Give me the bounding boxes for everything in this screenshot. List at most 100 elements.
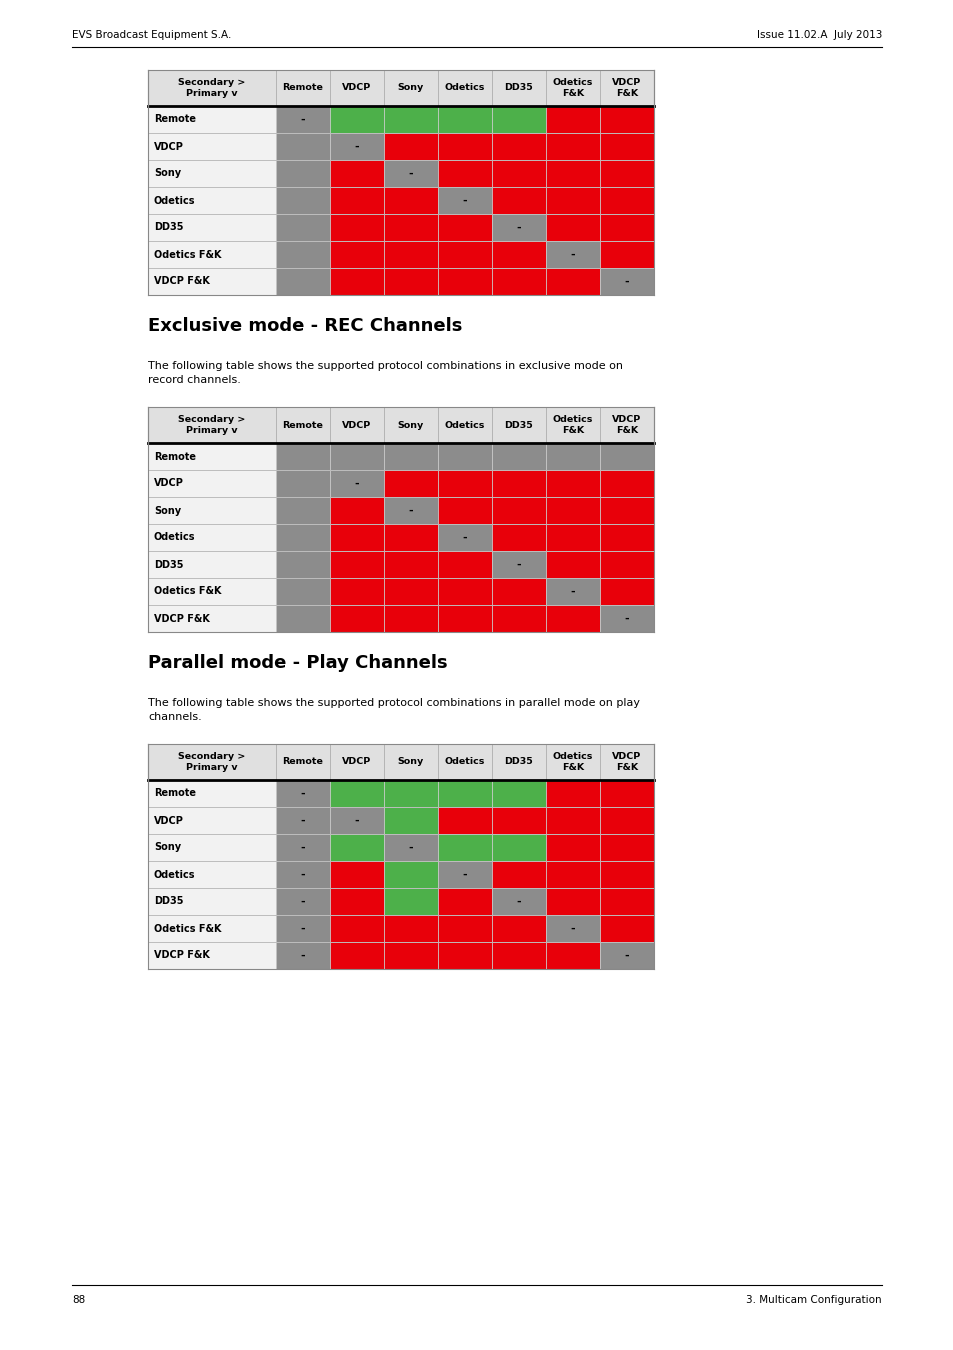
Bar: [437, 780, 492, 807]
Bar: [437, 605, 492, 632]
Bar: [148, 242, 275, 269]
Bar: [492, 524, 545, 551]
Text: VDCP
F&K: VDCP F&K: [612, 752, 641, 772]
Text: Odetics: Odetics: [153, 196, 195, 205]
Bar: [545, 861, 599, 888]
Bar: [384, 888, 437, 915]
Bar: [384, 406, 437, 443]
Bar: [384, 497, 437, 524]
Text: Odetics: Odetics: [153, 869, 195, 879]
Bar: [384, 578, 437, 605]
Text: -: -: [462, 196, 467, 205]
Bar: [545, 497, 599, 524]
Bar: [330, 443, 384, 470]
Bar: [384, 134, 437, 161]
Bar: [330, 470, 384, 497]
Bar: [437, 70, 492, 107]
Text: 3. Multicam Configuration: 3. Multicam Configuration: [745, 1295, 882, 1305]
Bar: [545, 551, 599, 578]
Bar: [148, 807, 275, 834]
Bar: [437, 107, 492, 134]
Bar: [384, 942, 437, 969]
Bar: [599, 861, 654, 888]
Text: Remote: Remote: [282, 757, 323, 767]
Text: -: -: [300, 788, 305, 798]
Text: -: -: [408, 169, 413, 178]
Text: Sony: Sony: [397, 420, 424, 429]
Text: Sony: Sony: [397, 84, 424, 93]
Bar: [384, 215, 437, 242]
Text: Remote: Remote: [282, 84, 323, 93]
Text: VDCP
F&K: VDCP F&K: [612, 416, 641, 435]
Bar: [384, 188, 437, 215]
Text: -: -: [624, 277, 629, 286]
Text: -: -: [408, 842, 413, 852]
Bar: [275, 915, 330, 942]
Bar: [437, 744, 492, 780]
Bar: [275, 443, 330, 470]
Bar: [599, 497, 654, 524]
Text: -: -: [570, 923, 575, 933]
Text: VDCP: VDCP: [342, 84, 372, 93]
Bar: [330, 215, 384, 242]
Bar: [599, 188, 654, 215]
Bar: [275, 780, 330, 807]
Bar: [492, 744, 545, 780]
Bar: [437, 134, 492, 161]
Bar: [545, 161, 599, 188]
Bar: [492, 834, 545, 861]
Text: Odetics
F&K: Odetics F&K: [552, 752, 593, 772]
Bar: [148, 524, 275, 551]
Text: Odetics: Odetics: [444, 84, 485, 93]
Text: -: -: [355, 815, 359, 825]
Bar: [545, 215, 599, 242]
Text: -: -: [570, 250, 575, 259]
Text: DD35: DD35: [504, 84, 533, 93]
Bar: [148, 744, 275, 780]
Bar: [275, 861, 330, 888]
Bar: [545, 915, 599, 942]
Text: Odetics
F&K: Odetics F&K: [552, 78, 593, 97]
Bar: [148, 780, 275, 807]
Text: Odetics: Odetics: [444, 757, 485, 767]
Bar: [437, 807, 492, 834]
Text: VDCP: VDCP: [342, 420, 372, 429]
Bar: [384, 605, 437, 632]
Bar: [384, 915, 437, 942]
Bar: [545, 780, 599, 807]
Bar: [330, 269, 384, 296]
Text: Odetics: Odetics: [444, 420, 485, 429]
Bar: [330, 551, 384, 578]
Bar: [492, 780, 545, 807]
Text: Exclusive mode - REC Channels: Exclusive mode - REC Channels: [148, 317, 462, 335]
Bar: [148, 406, 275, 443]
Text: Odetics F&K: Odetics F&K: [153, 250, 221, 259]
Text: Secondary >
Primary v: Secondary > Primary v: [178, 752, 246, 772]
Bar: [437, 861, 492, 888]
Bar: [275, 524, 330, 551]
Text: -: -: [462, 869, 467, 879]
Bar: [384, 744, 437, 780]
Bar: [275, 470, 330, 497]
Text: -: -: [462, 532, 467, 543]
Bar: [384, 443, 437, 470]
Bar: [492, 861, 545, 888]
Bar: [275, 215, 330, 242]
Bar: [148, 888, 275, 915]
Bar: [492, 215, 545, 242]
Bar: [330, 915, 384, 942]
Bar: [384, 807, 437, 834]
Bar: [148, 578, 275, 605]
Bar: [599, 524, 654, 551]
Bar: [275, 107, 330, 134]
Text: DD35: DD35: [153, 223, 183, 232]
Bar: [492, 242, 545, 269]
Bar: [437, 215, 492, 242]
Text: The following table shows the supported protocol combinations in parallel mode o: The following table shows the supported …: [148, 698, 639, 722]
Bar: [275, 807, 330, 834]
Bar: [437, 551, 492, 578]
Bar: [330, 605, 384, 632]
Bar: [437, 470, 492, 497]
Bar: [599, 406, 654, 443]
Bar: [492, 107, 545, 134]
